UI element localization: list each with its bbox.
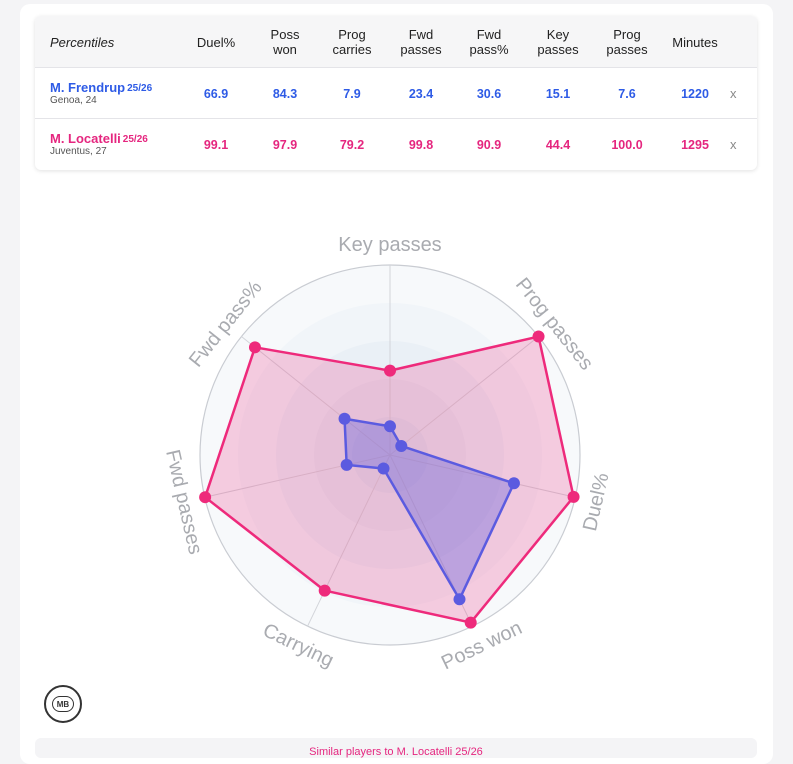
table-cell: 7.9 bbox=[343, 86, 361, 101]
radar-point-frendrup bbox=[377, 462, 390, 475]
header-col-6: Prog passes bbox=[606, 27, 648, 57]
radar-point-frendrup bbox=[384, 420, 396, 433]
table-cell: 99.8 bbox=[408, 137, 434, 152]
radar-point-frendrup bbox=[340, 458, 353, 471]
radar-spoke bbox=[389, 336, 539, 456]
table-row-locatelli[interactable]: M. Locatelli 25/26 Juventus, 27 x 99.1 97.… bbox=[35, 119, 757, 170]
radar-spoke bbox=[307, 454, 391, 627]
radar-point-locatelli bbox=[384, 364, 396, 377]
table-cell: 97.9 bbox=[272, 137, 298, 152]
radar-point-locatelli bbox=[248, 341, 261, 354]
header-col-4: Fwd pass% bbox=[469, 27, 509, 57]
radar-spoke bbox=[389, 454, 576, 498]
radar-point-locatelli bbox=[567, 490, 580, 503]
header-col-1: Poss won bbox=[270, 27, 300, 57]
table-cell: 66.9 bbox=[203, 86, 229, 101]
radar-point-frendrup bbox=[453, 593, 466, 606]
header-col-5: Key passes bbox=[537, 27, 579, 57]
axis-label: Key passes bbox=[338, 234, 441, 256]
table-header: Percentiles Duel% Poss won Prog carries Fwd… bbox=[35, 16, 757, 68]
table-cell: 1295 bbox=[681, 137, 709, 152]
table-cell: 90.9 bbox=[476, 137, 502, 152]
table-cell: 44.4 bbox=[545, 137, 571, 152]
table-cell: 100.0 bbox=[611, 137, 643, 152]
similar-players-bar[interactable]: Similar players to M. Locatelli 25/26 bbox=[35, 738, 757, 758]
radar-point-locatelli bbox=[199, 491, 212, 504]
remove-frendrup-button[interactable]: x bbox=[730, 86, 737, 101]
table-cell: 84.3 bbox=[272, 86, 298, 101]
axis-label: Fwd passes bbox=[161, 448, 206, 557]
table-row-frendrup[interactable]: M. Frendrup 25/26 Genoa, 24 x 66.9 84.3 7.9… bbox=[35, 68, 757, 119]
header-col-0: Duel% bbox=[196, 34, 236, 50]
radar-point-locatelli bbox=[464, 616, 477, 629]
table-cell: 99.1 bbox=[203, 137, 229, 152]
table-cell: 15.1 bbox=[545, 86, 571, 101]
radar-point-locatelli bbox=[318, 584, 331, 597]
remove-locatelli-button[interactable]: x bbox=[730, 137, 737, 152]
table-cell: 1220 bbox=[681, 86, 709, 101]
header-col-7: Minutes bbox=[672, 34, 718, 50]
mb-logo-text: MB bbox=[52, 696, 74, 712]
radar-spoke bbox=[241, 336, 391, 456]
table-cell: 23.4 bbox=[408, 86, 434, 101]
header-percentiles: Percentiles bbox=[50, 34, 115, 50]
radar-spoke bbox=[204, 454, 391, 498]
radar-point-frendrup bbox=[395, 439, 408, 452]
player-name-locatelli[interactable]: M. Locatelli 25/26 bbox=[50, 131, 148, 146]
radar-point-frendrup bbox=[507, 477, 520, 490]
table-cell: 7.6 bbox=[618, 86, 636, 101]
header-col-3: Fwd passes bbox=[400, 27, 442, 57]
mb-logo: MB bbox=[44, 685, 82, 723]
header-col-2: Prog carries bbox=[332, 27, 372, 57]
table-cell: 30.6 bbox=[476, 86, 502, 101]
player-name-frendrup[interactable]: M. Frendrup 25/26 bbox=[50, 80, 153, 95]
axis-label: Duel% bbox=[579, 471, 614, 534]
table-cell: 79.2 bbox=[339, 137, 365, 152]
player-team-frendrup: Genoa, 24 bbox=[50, 95, 97, 106]
radar-point-locatelli bbox=[532, 330, 545, 343]
player-team-locatelli: Juventus, 27 bbox=[50, 146, 107, 157]
percentile-table: Percentiles Duel% Poss won Prog carries Fwd… bbox=[35, 16, 757, 170]
similar-players-link[interactable]: Similar players to M. Locatelli 25/26 bbox=[309, 746, 483, 758]
radar-point-frendrup bbox=[338, 412, 351, 425]
